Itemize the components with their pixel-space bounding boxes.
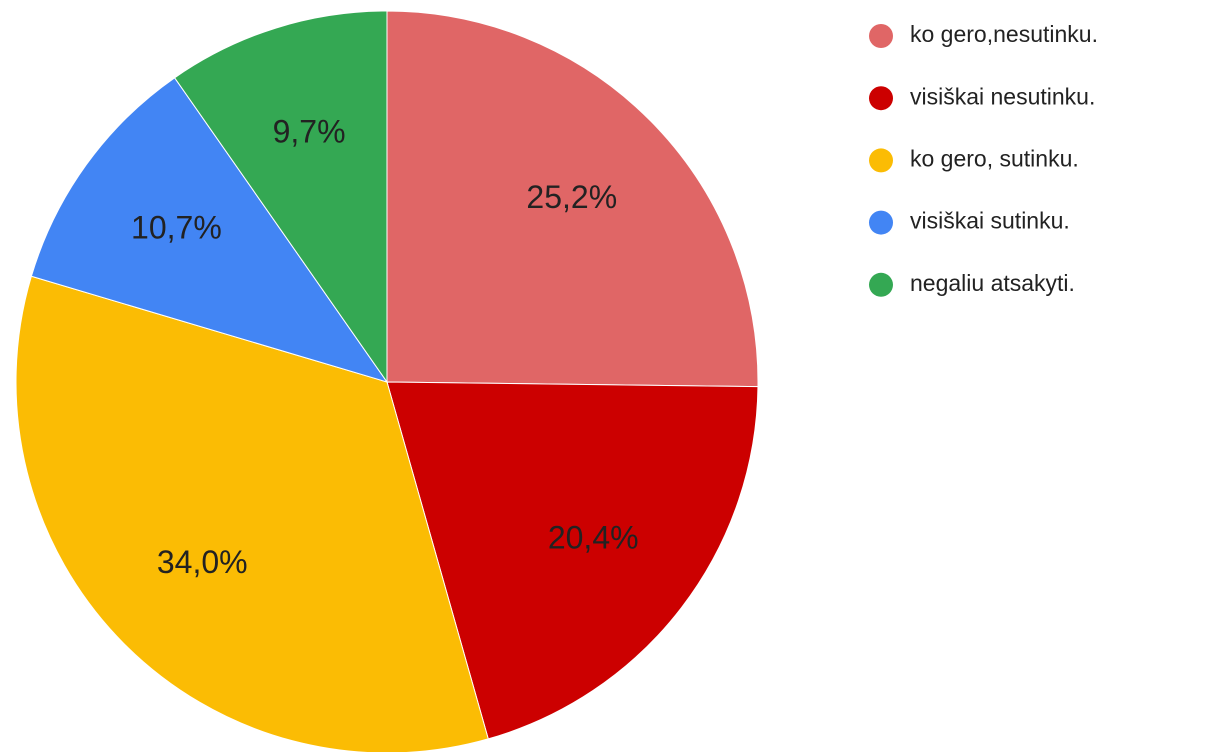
pie-slice	[30, 77, 389, 383]
slice-label: 25,2%	[526, 179, 617, 215]
pie-slice	[386, 381, 759, 740]
legend-swatch	[869, 24, 893, 48]
pie-slice	[173, 10, 388, 384]
pie-slice	[386, 10, 759, 388]
slice-label: 34,0%	[157, 544, 248, 580]
legend-label: ko gero,nesutinku.	[910, 21, 1098, 47]
slice-label: 20,4%	[548, 519, 639, 555]
legend-label: negaliu atsakyti.	[910, 270, 1075, 296]
legend-label: visiškai sutinku.	[910, 208, 1070, 234]
legend-swatch	[869, 148, 893, 173]
pie-slice	[15, 275, 489, 752]
legend-swatch	[869, 86, 893, 111]
slice-label: 10,7%	[131, 209, 222, 245]
legend-swatch	[869, 210, 893, 235]
slice-label: 9,7%	[273, 114, 346, 150]
legend-label: visiškai nesutinku.	[910, 83, 1095, 109]
legend-label: ko gero, sutinku.	[910, 145, 1079, 171]
legend-swatch	[869, 272, 893, 297]
